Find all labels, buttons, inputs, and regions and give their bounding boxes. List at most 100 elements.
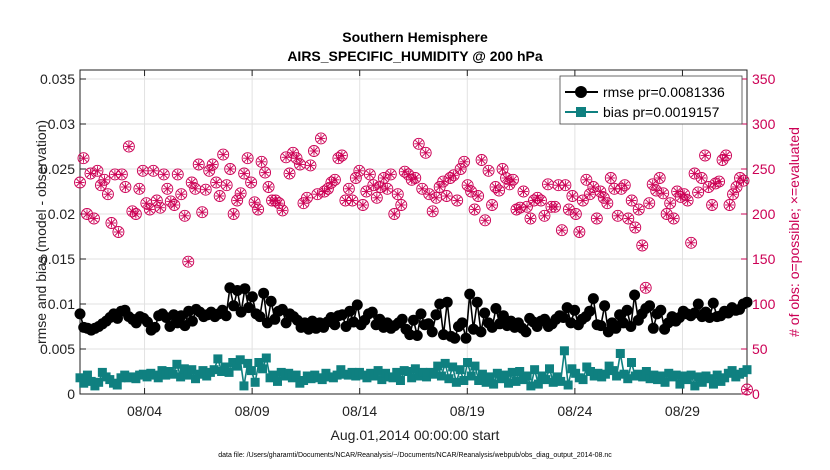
legend-bias-label: bias pr=0.0019157	[603, 104, 720, 120]
obs-point	[720, 149, 732, 162]
bias-point	[671, 370, 681, 380]
obs-point	[395, 199, 408, 211]
rmse-point	[475, 326, 487, 338]
obs-point	[632, 203, 645, 216]
rmse-point	[280, 317, 292, 329]
obs-point	[475, 154, 488, 166]
bias-point	[504, 378, 514, 388]
bias-point	[272, 376, 282, 386]
rmse-point	[149, 321, 161, 333]
bias-point	[179, 364, 189, 374]
bias-point	[410, 364, 420, 374]
obs-point	[702, 181, 715, 193]
obs-point	[657, 187, 670, 200]
bias-point	[686, 370, 696, 380]
obs-point	[227, 208, 240, 220]
obs-point	[454, 163, 467, 175]
obs-point	[112, 226, 125, 238]
bias-point	[369, 371, 379, 381]
y-axis-label-left: rmse and bias (model - observation)	[33, 120, 49, 344]
obs-point	[548, 200, 561, 213]
obs-point	[664, 197, 677, 210]
rmse-point	[239, 283, 251, 295]
obs-point	[713, 175, 726, 188]
bias-point	[209, 365, 219, 375]
rmse-point	[707, 297, 719, 309]
bias-point	[697, 377, 707, 387]
rmse-point	[258, 287, 270, 299]
bias-point	[522, 371, 532, 381]
rmse-point	[449, 332, 461, 344]
obs-point	[727, 188, 739, 201]
rmse-point	[228, 300, 240, 312]
obs-point	[370, 191, 383, 204]
bias-point	[511, 376, 521, 386]
rmse-point	[344, 305, 356, 317]
obs-point	[695, 172, 708, 184]
rmse-point	[254, 311, 266, 323]
obs-point	[91, 164, 104, 177]
bias-point	[459, 376, 469, 385]
obs-point	[625, 194, 638, 207]
obs-point	[210, 176, 223, 189]
obs-point	[391, 188, 404, 201]
bias-point	[172, 359, 182, 369]
obs-point	[304, 159, 317, 172]
bias-point	[250, 377, 260, 387]
obs-point	[566, 190, 579, 202]
rmse-series	[74, 282, 753, 344]
obs-point	[604, 172, 617, 184]
obs-point	[192, 158, 205, 171]
bias-point	[94, 377, 104, 387]
obs-point	[353, 164, 366, 177]
bias-point	[79, 378, 89, 388]
rmse-point	[644, 300, 656, 312]
obs-point	[479, 214, 492, 227]
bias-point	[269, 370, 279, 380]
x-axis-label: Aug.01,2014 00:00:00 start	[331, 427, 500, 443]
obs-point	[98, 173, 111, 186]
rmse-point	[692, 298, 704, 310]
y-ticks-right: 0 50 100 150 200 250 300 350	[741, 71, 776, 402]
bias-point	[615, 349, 625, 358]
obs-point	[171, 168, 184, 181]
bias-point	[612, 371, 622, 381]
obs-point	[185, 176, 198, 189]
legend-box	[559, 75, 743, 125]
bias-point	[153, 373, 163, 383]
y-tick-label-right: 350	[752, 71, 776, 87]
y-tick-label-left: 0.03	[48, 116, 75, 132]
bias-point	[168, 369, 178, 379]
rmse-point	[655, 304, 667, 316]
obs-point	[328, 173, 341, 186]
bias-point	[541, 375, 551, 385]
obs-point	[667, 212, 680, 225]
bias-point	[429, 369, 439, 379]
bias-point	[232, 361, 242, 371]
bias-point	[377, 375, 387, 385]
obs-point	[101, 188, 114, 201]
x-tick-label: 08/29	[665, 403, 700, 419]
obs-series	[74, 132, 753, 396]
obs-point	[685, 236, 698, 249]
rmse-point	[351, 299, 363, 311]
obs-point	[161, 182, 174, 195]
rmse-point	[411, 330, 423, 341]
obs-point	[384, 168, 397, 181]
bias-point	[258, 364, 268, 374]
obs-point	[576, 194, 589, 207]
obs-point	[276, 204, 289, 217]
obs-point	[569, 208, 582, 220]
obs-point	[388, 208, 401, 220]
bias-point	[373, 366, 383, 376]
rmse-point	[366, 306, 378, 318]
obs-point	[706, 199, 719, 211]
obs-point	[416, 182, 429, 195]
obs-point	[178, 209, 191, 222]
obs-point	[426, 205, 439, 218]
obs-point	[74, 176, 86, 189]
bias-point	[224, 367, 234, 377]
bias-point	[403, 367, 413, 376]
bias-point	[545, 364, 555, 374]
obs-point	[217, 148, 230, 161]
